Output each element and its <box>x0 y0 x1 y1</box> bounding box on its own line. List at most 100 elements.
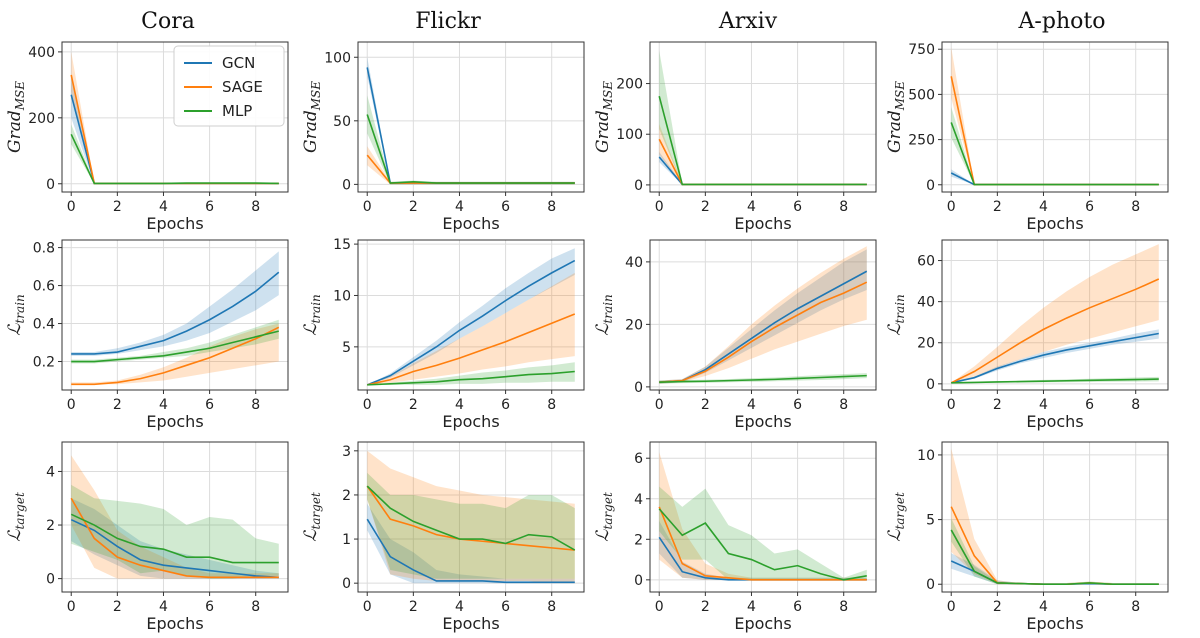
y-axis-label-sub: target <box>13 492 27 529</box>
x-tick-label: 8 <box>547 397 556 413</box>
x-tick-label: 2 <box>409 599 418 615</box>
y-axis-label-sub: target <box>601 492 615 529</box>
y-axis-label: ℒtrain <box>301 294 323 336</box>
line-mlp <box>658 508 867 581</box>
y-tick-label: 20 <box>625 317 643 333</box>
x-tick-label: 2 <box>701 199 710 215</box>
y-axis-label-sub: train <box>309 294 323 323</box>
line-mlp <box>366 114 575 184</box>
y-axis-label: ℒtrain <box>885 294 907 336</box>
legend: GCN SAGE MLP <box>173 45 285 127</box>
x-tick-label: 0 <box>655 397 664 413</box>
legend-label-sage: SAGE <box>222 78 263 96</box>
x-axis-label: Epochs <box>734 412 791 431</box>
x-tick-label: 0 <box>947 199 956 215</box>
y-tick-label: 0 <box>926 577 935 593</box>
y-axis-label-main: ℒ <box>885 529 905 542</box>
y-axis-label-sub: target <box>893 492 907 529</box>
x-tick-label: 4 <box>747 599 756 615</box>
y-tick-label: 0 <box>342 576 351 592</box>
x-axis-label: Epochs <box>442 412 499 431</box>
x-tick-label: 2 <box>993 199 1002 215</box>
line-sage <box>71 326 280 386</box>
band-mlp <box>367 362 575 385</box>
axes-frame <box>357 441 585 593</box>
x-tick-label: 4 <box>159 397 168 413</box>
x-tick-label: 4 <box>1039 199 1048 215</box>
y-tick-label: 0 <box>342 177 351 193</box>
line-sage <box>659 281 868 383</box>
y-tick-label: 750 <box>908 42 935 58</box>
axes-frame <box>649 239 877 391</box>
x-tick-label: 6 <box>793 397 802 413</box>
y-tick-label: 4 <box>634 492 643 508</box>
band-mlp <box>367 95 575 185</box>
axes-frame <box>61 239 289 391</box>
y-axis-label-sub: train <box>893 294 907 323</box>
x-tick-label: 6 <box>501 199 510 215</box>
y-axis-label-main: ℒ <box>5 529 25 542</box>
y-tick-label: 2 <box>46 518 55 534</box>
y-axis-label-main: Grad <box>301 110 321 153</box>
y-tick-label: 15 <box>333 237 351 253</box>
line-gcn <box>366 518 575 584</box>
band-sage <box>367 450 575 584</box>
x-tick-label: 6 <box>1085 599 1094 615</box>
x-tick-label: 6 <box>501 397 510 413</box>
x-tick-label: 2 <box>993 599 1002 615</box>
y-axis-label: GradMSE <box>885 81 907 153</box>
y-tick-label: 5 <box>342 340 351 356</box>
x-tick-label: 6 <box>501 599 510 615</box>
y-axis-label: ℒtarget <box>301 492 323 542</box>
y-tick-label: 5 <box>926 513 935 529</box>
x-axis-label: Epochs <box>146 412 203 431</box>
y-tick-label: 4 <box>46 464 55 480</box>
x-axis-label: Epochs <box>1026 214 1083 233</box>
line-sage <box>950 278 1160 384</box>
x-tick-label: 8 <box>251 599 260 615</box>
line-mlp <box>366 485 576 551</box>
line-gcn <box>70 518 279 579</box>
column-title-a-photo: A-photo <box>1018 9 1106 34</box>
x-tick-label: 0 <box>363 599 372 615</box>
x-axis-label: Epochs <box>734 214 791 233</box>
y-axis-label-sub: MSE <box>13 81 27 112</box>
x-tick-label: 2 <box>113 599 122 615</box>
x-tick-label: 2 <box>701 599 710 615</box>
y-tick-label: 20 <box>917 336 935 352</box>
line-gcn <box>951 332 1159 384</box>
x-tick-label: 6 <box>793 199 802 215</box>
band-sage <box>71 323 279 385</box>
y-tick-label: 0 <box>46 177 55 193</box>
y-tick-label: 1 <box>342 532 351 548</box>
x-tick-label: 4 <box>159 199 168 215</box>
y-tick-label: 50 <box>333 114 351 130</box>
x-tick-label: 4 <box>747 397 756 413</box>
y-axis-label-main: Grad <box>5 110 25 153</box>
x-tick-label: 8 <box>251 397 260 413</box>
y-axis-label: ℒtrain <box>593 294 615 336</box>
axes-frame <box>941 239 1169 391</box>
y-axis-label-sub: target <box>309 492 323 529</box>
y-tick-label: 0.4 <box>33 317 55 333</box>
y-tick-label: 2 <box>634 532 643 548</box>
line-gcn <box>71 271 280 355</box>
band-mlp <box>951 518 1159 585</box>
line-sage <box>70 497 279 579</box>
band-sage <box>659 246 867 384</box>
y-tick-label: 500 <box>908 87 935 103</box>
x-tick-label: 4 <box>455 199 464 215</box>
line-mlp <box>659 374 867 383</box>
y-axis-label-sub: MSE <box>309 81 323 112</box>
axes-frame <box>61 41 289 193</box>
axes-frame <box>649 441 877 593</box>
band-gcn <box>659 521 867 580</box>
y-tick-label: 60 <box>917 254 935 270</box>
panel-a-photo-grad-mse: 0 2 4 6 8 0 250 500 750 Epochs GradMSE <box>885 41 1169 233</box>
panel-flickr-grad-mse: 0 2 4 6 8 0 50 100 Epochs GradMSE <box>301 41 585 233</box>
band-mlp <box>71 124 279 184</box>
x-tick-label: 4 <box>1039 599 1048 615</box>
y-axis-label: ℒtarget <box>885 492 907 542</box>
